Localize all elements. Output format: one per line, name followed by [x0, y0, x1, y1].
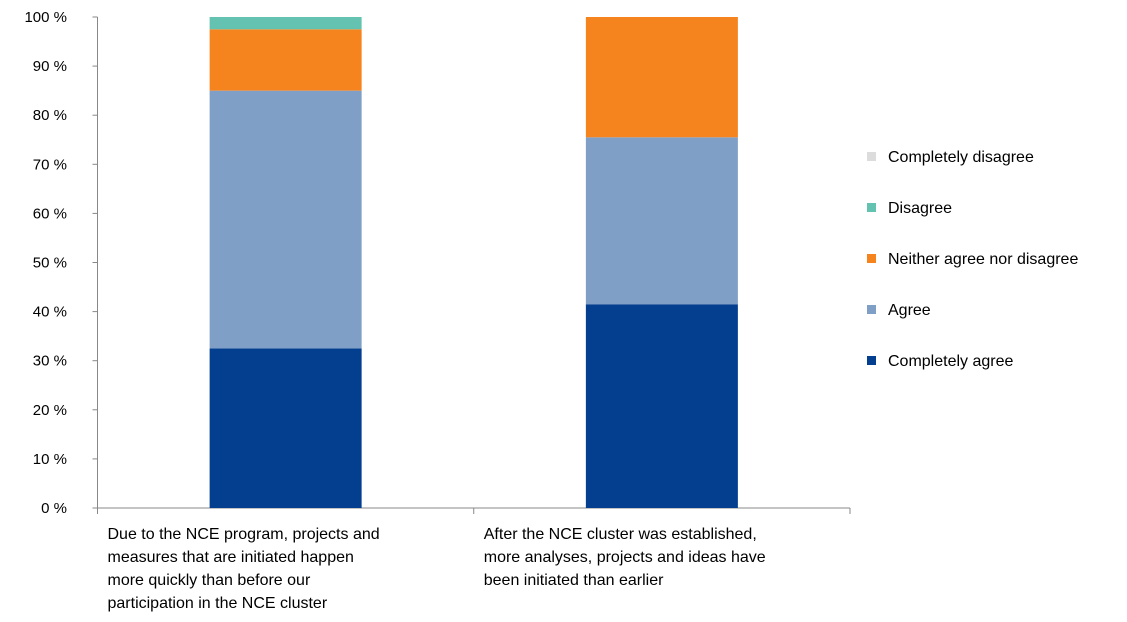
- x-category-label-line: participation in the NCE cluster: [108, 595, 328, 612]
- y-tick-label: 70 %: [33, 156, 67, 173]
- bar-segment-agree: [209, 90, 362, 349]
- y-tick-label: 30 %: [33, 353, 67, 370]
- y-tick-label: 40 %: [33, 304, 67, 321]
- legend: Completely disagree Disagree Neither agree…: [867, 149, 1078, 370]
- legend-label-neither-agree-nor-disagree: Neither agree nor disagree: [888, 251, 1078, 268]
- legend-swatch-agree: [867, 305, 876, 314]
- x-axis-labels: Due to the NCE program, projects and meas…: [108, 526, 766, 612]
- bar-segment-completely-agree: [585, 304, 738, 508]
- bar-segment-neither-agree-nor-disagree: [209, 29, 362, 91]
- y-tick-label: 20 %: [33, 402, 67, 419]
- legend-label-completely-agree: Completely agree: [888, 353, 1014, 370]
- bar-segment-neither-agree-nor-disagree: [585, 17, 738, 138]
- bar-segment-completely-agree: [209, 348, 362, 508]
- y-tick-label: 0 %: [41, 500, 67, 517]
- x-category-label-line: Due to the NCE program, projects and: [108, 526, 380, 543]
- y-tick-label: 60 %: [33, 205, 67, 222]
- x-category-label-line: After the NCE cluster was established,: [484, 526, 757, 543]
- legend-swatch-disagree: [867, 203, 876, 212]
- legend-label-completely-disagree: Completely disagree: [888, 149, 1034, 166]
- y-axis: 0 % 10 % 20 % 30 % 40 % 50 % 60 % 70 % 80 % 90 % 1…: [24, 9, 98, 517]
- bar-segment-disagree: [209, 17, 362, 30]
- x-category-label-line: been initiated than earlier: [484, 572, 664, 589]
- y-tick-label: 100 %: [24, 9, 67, 26]
- x-category-label-line: more quickly than before our: [108, 572, 311, 589]
- bars: [209, 17, 738, 508]
- legend-swatch-completely-disagree: [867, 152, 876, 161]
- legend-swatch-completely-agree: [867, 356, 876, 365]
- x-axis: [97, 507, 851, 514]
- legend-swatch-neither-agree-nor-disagree: [867, 254, 876, 263]
- y-tick-label: 80 %: [33, 107, 67, 124]
- bar-segment-agree: [585, 137, 738, 305]
- legend-label-disagree: Disagree: [888, 200, 952, 217]
- legend-label-agree: Agree: [888, 302, 931, 319]
- x-category-label-line: more analyses, projects and ideas have: [484, 549, 766, 566]
- y-tick-label: 10 %: [33, 451, 67, 468]
- x-category-label-line: measures that are initiated happen: [108, 549, 354, 566]
- y-tick-label: 90 %: [33, 58, 67, 75]
- y-tick-label: 50 %: [33, 255, 67, 272]
